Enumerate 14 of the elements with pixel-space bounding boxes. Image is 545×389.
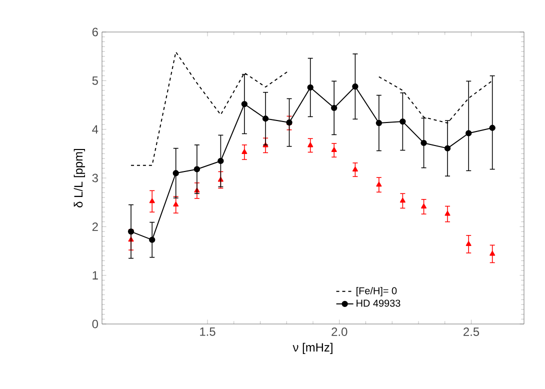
y-tick-label: 6 bbox=[92, 28, 98, 36]
y-tick-label: 4 bbox=[92, 125, 98, 134]
y-tick-label: 3 bbox=[92, 174, 98, 182]
x-tick-label: 1.5 bbox=[200, 328, 216, 336]
legend-label: [Fe/H]= 0 bbox=[356, 286, 397, 296]
x-tick-label: 2.0 bbox=[332, 328, 348, 336]
y-tick-label: 2 bbox=[92, 222, 98, 231]
legend-label: HD 49933 bbox=[356, 300, 400, 307]
y-tick-label: 5 bbox=[92, 76, 98, 85]
x-tick-label: 2.5 bbox=[464, 328, 480, 336]
y-axis-title: δ L/L [ppm] bbox=[74, 148, 85, 208]
y-tick-label: 1 bbox=[92, 271, 98, 280]
x-axis-title: ν [mHz] bbox=[292, 342, 332, 354]
y-tick-label: 0 bbox=[92, 320, 98, 328]
